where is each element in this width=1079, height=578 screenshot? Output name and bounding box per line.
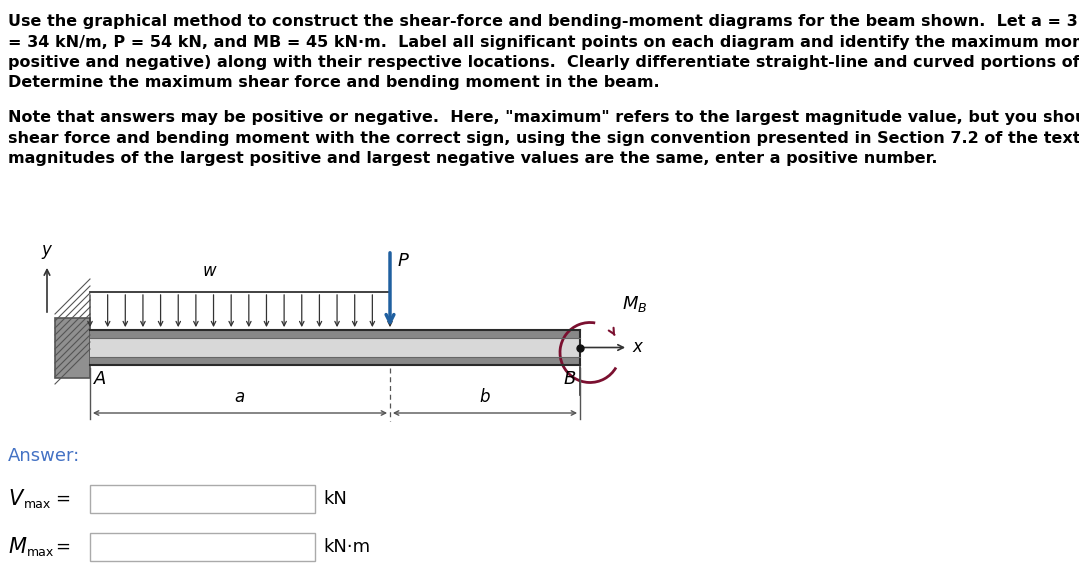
Text: $a$: $a$ — [234, 388, 246, 406]
Text: =: = — [55, 538, 70, 556]
Bar — [90, 533, 315, 561]
Bar — [90, 485, 315, 513]
Text: kN·m: kN·m — [323, 538, 370, 556]
Text: $w$: $w$ — [202, 262, 218, 280]
Text: $B$: $B$ — [563, 370, 576, 388]
Text: $A$: $A$ — [93, 370, 107, 388]
Text: Determine the maximum shear force and bending moment in the beam.: Determine the maximum shear force and be… — [8, 76, 659, 91]
Text: max: max — [27, 546, 54, 558]
Text: Note that answers may be positive or negative.  Here, "maximum" refers to the la: Note that answers may be positive or neg… — [8, 110, 1079, 125]
Bar — [90, 357, 581, 365]
Text: $b$: $b$ — [479, 388, 491, 406]
Text: max: max — [24, 498, 51, 510]
Text: kN: kN — [323, 490, 346, 508]
Text: shear force and bending moment with the correct sign, using the sign convention : shear force and bending moment with the … — [8, 131, 1079, 146]
Text: $P$: $P$ — [397, 252, 410, 270]
Text: positive and negative) along with their respective locations.  Clearly different: positive and negative) along with their … — [8, 55, 1079, 70]
Text: $M$: $M$ — [8, 537, 27, 557]
Text: $y$: $y$ — [41, 243, 53, 261]
Text: Use the graphical method to construct the shear-force and bending-moment diagram: Use the graphical method to construct th… — [8, 14, 1079, 29]
Bar — [55, 318, 90, 378]
Bar — [90, 330, 581, 338]
Text: =: = — [55, 490, 70, 508]
Text: Answer:: Answer: — [8, 447, 80, 465]
Text: $x$: $x$ — [632, 339, 644, 357]
Text: $V$: $V$ — [8, 489, 26, 509]
Bar — [90, 338, 581, 357]
Text: magnitudes of the largest positive and largest negative values are the same, ent: magnitudes of the largest positive and l… — [8, 151, 938, 166]
Text: = 34 kN/m, P = 54 kN, and MB = 45 kN·m.  Label all significant points on each di: = 34 kN/m, P = 54 kN, and MB = 45 kN·m. … — [8, 35, 1079, 50]
Text: $M_B$: $M_B$ — [622, 295, 647, 314]
